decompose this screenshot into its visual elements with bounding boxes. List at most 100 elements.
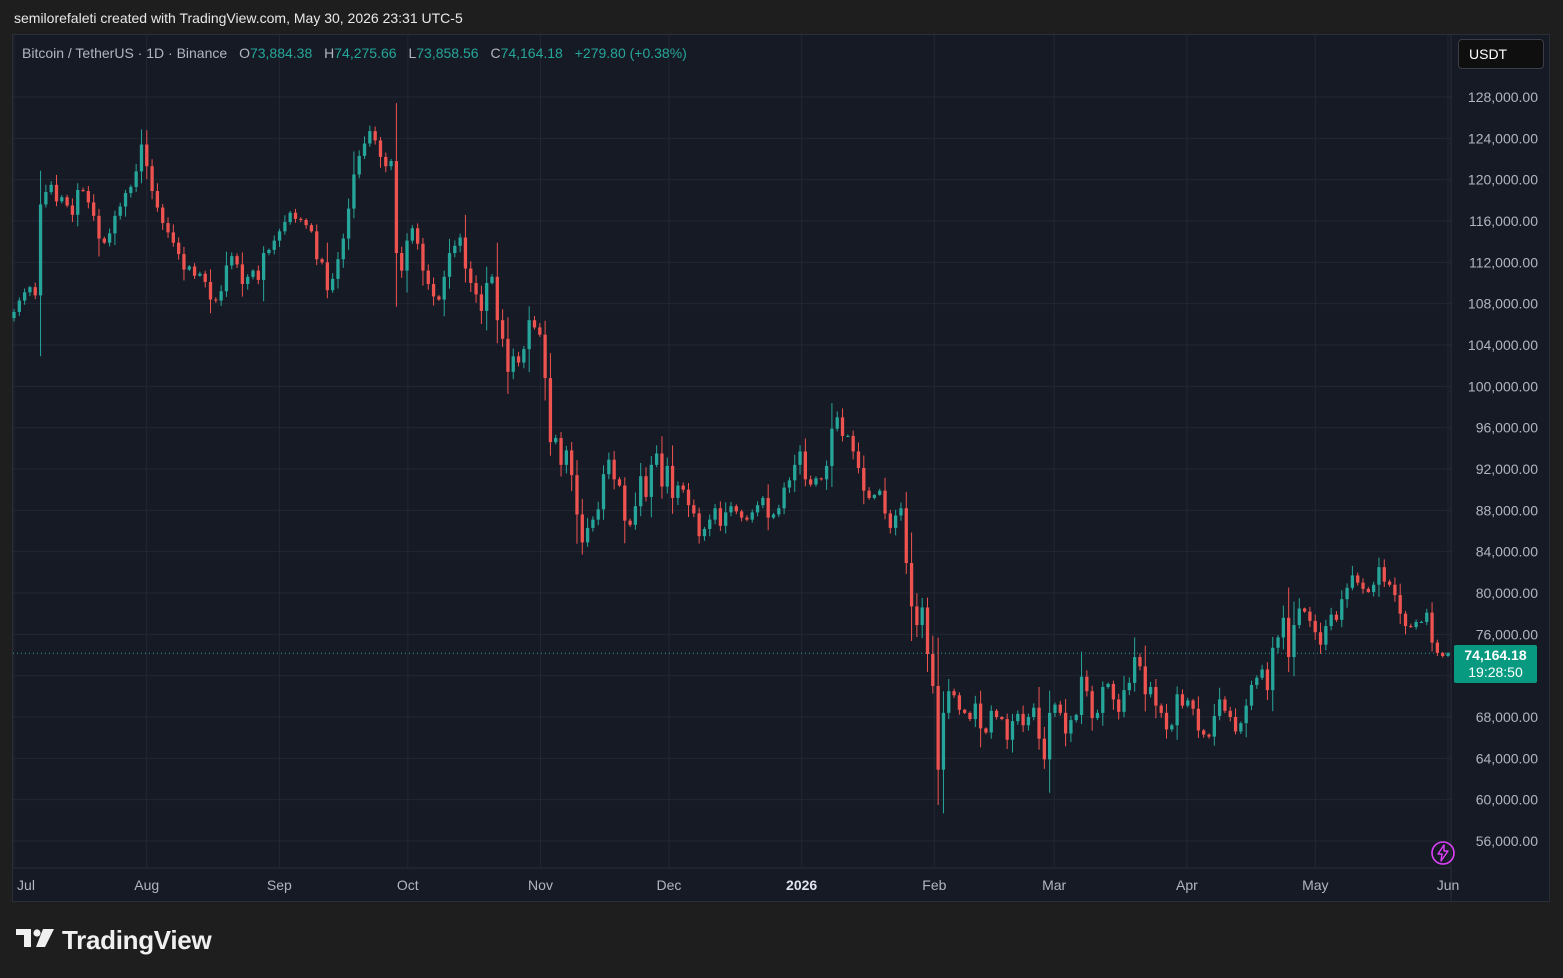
candle-body (1356, 575, 1360, 583)
candle (38, 170, 43, 357)
candle-body (702, 528, 707, 537)
candle-body (1212, 715, 1216, 737)
candle-body (1191, 700, 1195, 709)
candle (60, 195, 64, 204)
candle-body (415, 228, 420, 244)
candle-body (155, 191, 160, 208)
candle (670, 445, 675, 514)
chart-frame[interactable] (12, 34, 1550, 902)
candle (54, 174, 59, 207)
candle-body (745, 517, 749, 520)
candle-body (1170, 725, 1174, 730)
candle (1175, 686, 1179, 740)
candle-body (1010, 721, 1015, 740)
y-tick-label: 120,000.00 (1468, 172, 1538, 188)
candle-body (405, 240, 409, 271)
candle (479, 285, 484, 325)
lightning-icon[interactable] (1430, 840, 1456, 871)
candle (516, 351, 521, 367)
candle (1212, 703, 1216, 746)
candle-body (1228, 710, 1232, 717)
candle-body (617, 479, 622, 486)
candle-body (915, 606, 919, 626)
candle (1090, 685, 1094, 731)
candle (384, 152, 388, 173)
candle-body (724, 512, 728, 526)
candle-body (1037, 707, 1041, 739)
low-label: L (408, 45, 417, 61)
candle-body (1217, 699, 1222, 716)
candle (994, 709, 999, 720)
candle-body (1074, 714, 1078, 721)
candle (129, 184, 133, 198)
candle-body (644, 476, 648, 497)
candle (261, 246, 266, 302)
tradingview-logo-icon (16, 927, 56, 954)
candle (33, 282, 37, 300)
candle (81, 187, 85, 193)
y-tick-label: 92,000.00 (1476, 461, 1538, 477)
candle-body (336, 259, 340, 279)
candle (1324, 619, 1328, 651)
candle-body (522, 349, 526, 363)
low-value: 73,858.56 (416, 45, 479, 61)
candle (246, 274, 250, 290)
candle (447, 238, 452, 289)
candle-body (1032, 707, 1036, 717)
candle (1271, 636, 1275, 712)
candle (968, 711, 972, 722)
candle (86, 185, 91, 209)
candle-body (591, 519, 595, 528)
candle-body (378, 140, 383, 157)
candle-body (442, 276, 446, 300)
candle-body (97, 215, 101, 239)
candle-body (1053, 704, 1057, 713)
candle (394, 103, 399, 307)
candle-body (766, 497, 770, 518)
candle (304, 218, 308, 229)
candle (1111, 680, 1116, 710)
tradingview-logo[interactable]: TradingView (16, 924, 212, 956)
candle-body (1430, 612, 1434, 643)
candle-body (713, 508, 717, 520)
candle (1148, 681, 1153, 698)
candle (1260, 664, 1264, 680)
candle-body (176, 242, 181, 255)
candle (888, 509, 892, 534)
candle (1419, 620, 1424, 623)
candle-body (978, 703, 983, 729)
x-tick-label: Aug (134, 877, 159, 893)
currency-selector[interactable]: USDT (1458, 39, 1544, 69)
candle-body (33, 287, 37, 296)
candle (559, 432, 563, 477)
candle (1233, 708, 1238, 735)
candle-body (150, 166, 154, 192)
candle (1244, 699, 1248, 738)
candle-body (1393, 584, 1397, 596)
open-value: 73,884.38 (249, 45, 313, 61)
candle-body (867, 490, 871, 498)
candle-body (12, 311, 16, 319)
candle (1117, 693, 1121, 720)
candle (856, 442, 861, 474)
candle (1366, 586, 1370, 593)
candle (1435, 639, 1440, 657)
candle-body (862, 467, 866, 491)
x-tick-label: Mar (1042, 877, 1066, 893)
candle-body (697, 513, 701, 537)
candle-body (739, 511, 744, 518)
candle-body (224, 265, 229, 292)
candle-body (1016, 713, 1020, 722)
candle-body (1297, 608, 1301, 626)
candle-body (1255, 677, 1259, 685)
candle-body (1005, 719, 1009, 740)
candle-body (479, 294, 484, 311)
symbol-title[interactable]: Bitcoin / TetherUS · 1D · Binance (22, 45, 228, 61)
candle (724, 502, 728, 534)
candle (1382, 559, 1386, 588)
candle-body (1085, 676, 1089, 692)
candle-body (883, 490, 887, 514)
candle (139, 129, 144, 184)
candle-body (787, 480, 792, 488)
